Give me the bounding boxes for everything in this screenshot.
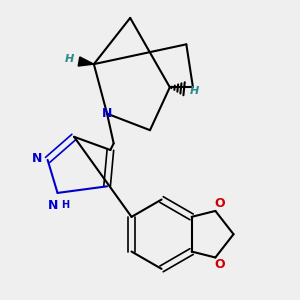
Text: N: N <box>48 199 58 212</box>
Text: H: H <box>61 200 69 211</box>
Text: O: O <box>214 258 225 271</box>
Polygon shape <box>78 57 94 66</box>
Text: H: H <box>190 85 199 96</box>
Text: O: O <box>214 197 225 210</box>
Text: N: N <box>102 106 112 119</box>
Text: H: H <box>64 54 74 64</box>
Text: N: N <box>32 152 42 165</box>
